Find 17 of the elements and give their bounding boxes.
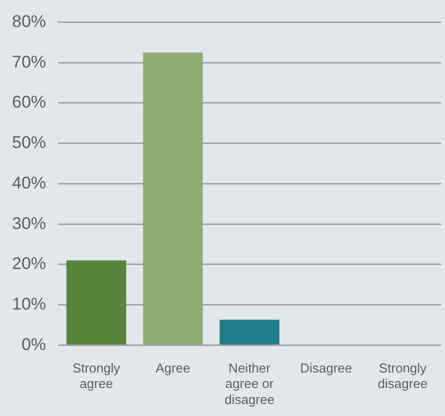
y-tick-label: 20% xyxy=(12,254,46,274)
x-tick-label: Disagree xyxy=(300,360,352,376)
bar xyxy=(66,260,126,344)
x-tick-label: Strongly agree xyxy=(72,360,121,392)
x-tick-label: Neither agree or disagree xyxy=(224,360,274,407)
y-tick-label: 80% xyxy=(12,12,46,31)
x-tick-label: Agree xyxy=(156,360,190,376)
y-tick-label: 60% xyxy=(12,92,46,112)
bar xyxy=(143,52,203,344)
bar xyxy=(220,320,280,344)
y-tick-label: 70% xyxy=(12,52,46,72)
y-tick-label: 40% xyxy=(12,173,46,192)
y-tick-label: 30% xyxy=(12,214,46,233)
y-tick-label: 10% xyxy=(12,294,46,314)
y-tick-label: 50% xyxy=(12,133,46,152)
x-tick-label: Strongly disagree xyxy=(378,360,428,392)
y-tick-label: 0% xyxy=(21,334,46,354)
